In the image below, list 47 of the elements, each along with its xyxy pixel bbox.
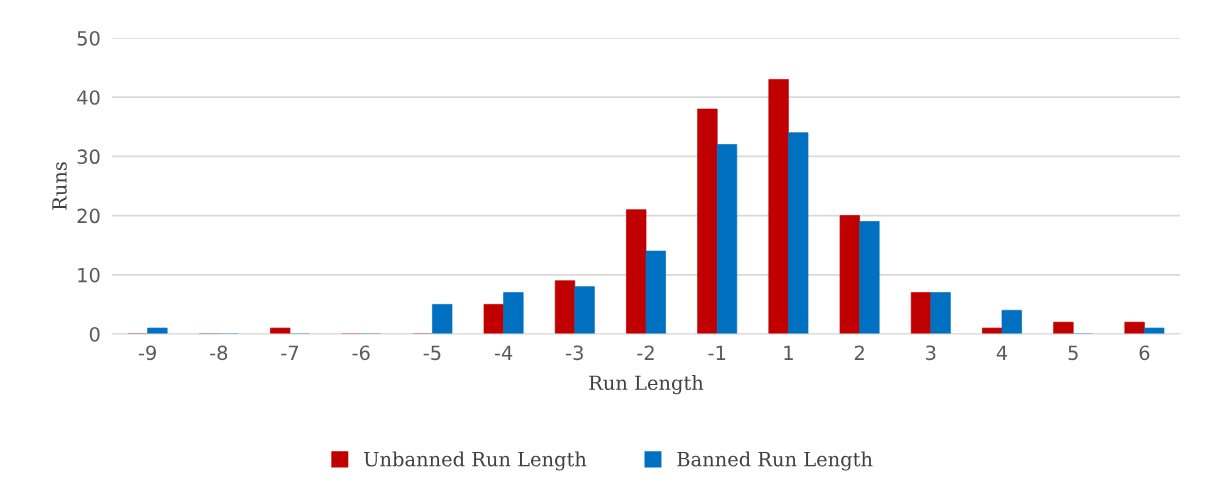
bar: [1053, 321, 1074, 334]
x-tick-label: -6: [352, 345, 370, 361]
y-tick-label: 10: [78, 267, 100, 283]
x-tick-label: 3: [926, 345, 936, 361]
bar: [626, 209, 647, 334]
x-axis-title: Run Length: [589, 375, 704, 395]
x-tick-label: -9: [138, 345, 156, 361]
y-tick-label: 40: [77, 90, 100, 105]
bar: [554, 280, 576, 334]
x-tick-label: -2: [637, 345, 654, 360]
x-tick-label: 4: [996, 345, 1008, 360]
bar: [788, 132, 809, 334]
x-tick-label: -1: [708, 345, 726, 360]
bar: [1001, 309, 1022, 334]
bar: [859, 221, 880, 334]
x-tick-label: -5: [423, 345, 441, 361]
y-tick-label: 30: [77, 149, 100, 165]
bar: [697, 108, 718, 334]
y-axis-title: Runs: [52, 162, 67, 210]
bar: [147, 327, 168, 334]
y-tick-label: 0: [89, 326, 100, 342]
bar: [982, 327, 1003, 334]
x-tick-label: -3: [566, 345, 583, 361]
legend-label: Banned Run Length: [677, 451, 873, 471]
bar: [1124, 321, 1145, 334]
bar: [270, 327, 291, 334]
bar: [1144, 327, 1165, 334]
x-tick-label: -7: [281, 345, 299, 360]
bar: [910, 292, 932, 334]
x-tick-label: 6: [1139, 345, 1150, 361]
x-tick-label: 1: [784, 345, 793, 360]
x-tick-label: 2: [854, 345, 864, 360]
bar: [483, 304, 504, 334]
bar: [645, 250, 666, 334]
x-tick-label: 5: [1068, 345, 1078, 361]
y-tick-label: 20: [77, 208, 100, 224]
bar: [716, 144, 738, 334]
x-tick-label: -8: [210, 345, 228, 361]
bar: [503, 292, 524, 334]
bar: [839, 215, 860, 334]
bar: [574, 286, 595, 334]
bar: [768, 79, 789, 334]
y-tick-label: 50: [77, 30, 100, 46]
x-tick-label: -4: [494, 345, 513, 360]
bar: [432, 304, 453, 334]
bar: [930, 292, 951, 334]
legend-label: Unbanned Run Length: [364, 451, 587, 471]
